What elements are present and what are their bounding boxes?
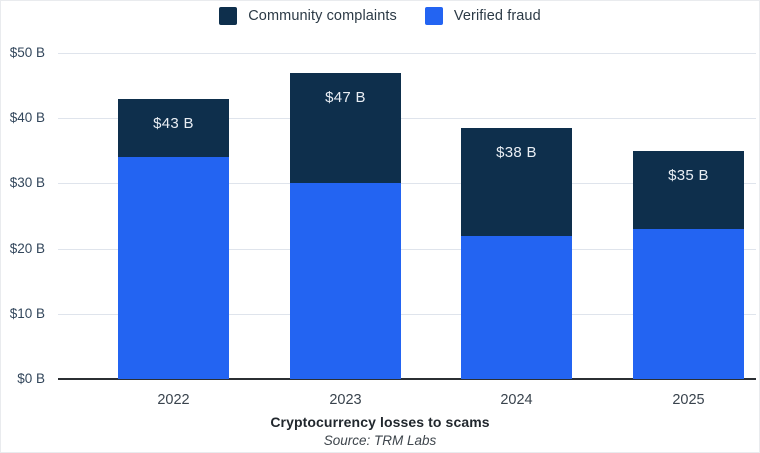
y-gridline [58,313,756,315]
y-gridline [58,118,756,120]
x-axis-tick-label: 2023 [329,392,362,408]
community-complaints-bar-segment [118,98,229,158]
verified-fraud-swatch-icon [424,7,443,25]
community-complaints-bar-segment [633,150,744,230]
chart-source: Source: TRM Labs [323,433,437,448]
y-gridline [58,248,756,250]
legend-label: Verified fraud [453,8,541,24]
verified-fraud-bar-segment [290,183,401,379]
x-axis-line [58,378,756,380]
legend-item-community-complaints[interactable]: Community complaints [219,7,397,25]
y-axis-tick-label: $0 B [17,371,45,386]
community-complaints-bar-segment [461,127,572,236]
bar-total-label: $35 B [668,166,709,184]
verified-fraud-bar-segment [118,157,229,379]
bar-total-label: $47 B [325,88,366,106]
x-axis-tick-label: 2025 [672,392,705,408]
legend-item-verified-fraud[interactable]: Verified fraud [424,7,541,25]
legend: Community complaints Verified fraud [1,7,759,25]
y-axis-tick-label: $10 B [9,305,45,321]
y-axis-tick-label: $50 B [9,45,45,60]
y-gridline [58,53,756,54]
y-axis-tick-label: $30 B [9,175,45,191]
x-axis-tick-label: 2022 [157,392,190,408]
bar-total-label: $38 B [496,143,537,161]
bar-total-label: $43 B [153,114,194,132]
verified-fraud-bar-segment [461,235,572,379]
x-axis-tick-label: 2024 [500,392,533,408]
y-axis-tick-label: $40 B [9,110,45,126]
chart-title: Cryptocurrency losses to scams [270,414,490,430]
legend-label: Community complaints [248,8,397,24]
y-gridline [58,183,756,185]
verified-fraud-bar-segment [633,229,744,379]
y-axis-tick-label: $20 B [9,240,45,256]
community-complaints-bar-segment [290,72,401,184]
community-complaints-swatch-icon [219,7,238,25]
